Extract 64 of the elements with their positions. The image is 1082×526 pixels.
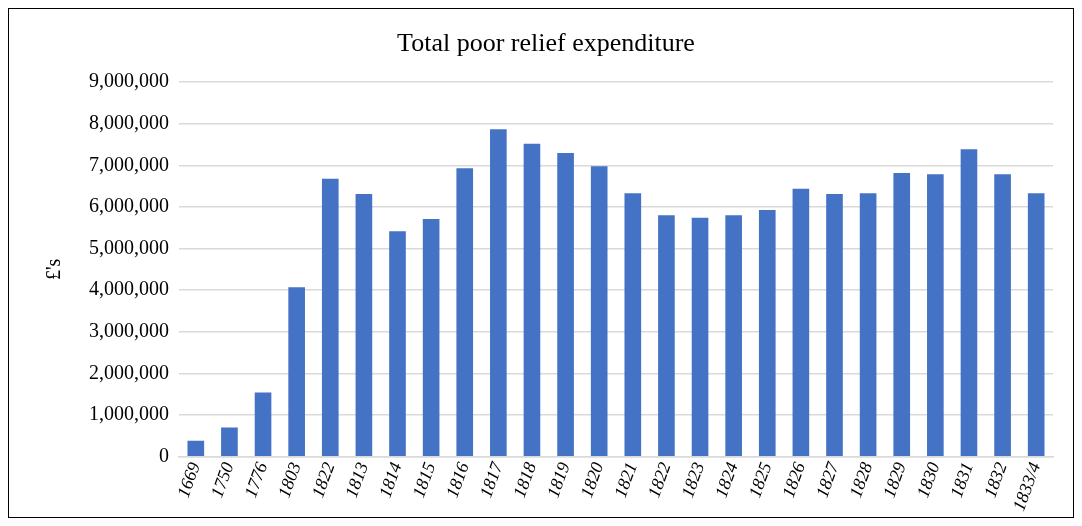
- bar: [859, 193, 877, 456]
- y-axis-title: £'s: [42, 258, 65, 281]
- bar: [792, 188, 810, 456]
- x-tick-label: 1828: [845, 459, 877, 501]
- y-tick-label: 7,000,000: [89, 152, 169, 175]
- bar: [523, 143, 541, 456]
- bar: [389, 231, 406, 456]
- bar: [658, 215, 675, 456]
- x-tick-label: 1827: [811, 458, 844, 501]
- x-tick-label: 1816: [441, 459, 473, 501]
- x-tick-label: 1829: [878, 459, 910, 501]
- bar: [1027, 193, 1045, 456]
- y-tick-label: 4,000,000: [89, 277, 169, 300]
- x-tick-label: 1821: [609, 459, 642, 501]
- y-tick-label: 9,000,000: [89, 69, 169, 92]
- x-tick-label: 1803: [273, 459, 305, 501]
- y-tick-label: 2,000,000: [89, 360, 169, 383]
- bar: [826, 194, 843, 456]
- x-tick-label: 1815: [408, 459, 440, 501]
- bar: [187, 440, 205, 456]
- x-tick-label: 1750: [206, 459, 238, 501]
- bar: [691, 217, 709, 456]
- x-tick-label: 1669: [172, 459, 205, 501]
- bar: [960, 149, 978, 456]
- x-tick-label: 1823: [677, 459, 709, 501]
- y-tick-label: 8,000,000: [89, 111, 169, 134]
- bar: [321, 178, 339, 456]
- y-tick-label: 3,000,000: [89, 319, 169, 342]
- x-tick-label: 1819: [542, 459, 574, 501]
- bar: [590, 166, 608, 456]
- y-tick-label: 5,000,000: [89, 235, 169, 258]
- bar: [456, 168, 474, 456]
- bar: [725, 215, 742, 456]
- chart-title: Total poor relief expenditure: [397, 28, 695, 58]
- x-tick-label: 1822: [307, 459, 339, 501]
- bar: [994, 174, 1011, 456]
- bar: [288, 287, 305, 456]
- bar: [490, 129, 507, 456]
- bar: [422, 219, 440, 456]
- x-tick-label: 1813: [340, 459, 373, 501]
- bar: [758, 209, 776, 456]
- x-tick-label: 1820: [576, 459, 608, 501]
- x-tick-label: 1826: [777, 459, 810, 501]
- x-tick-label: 1814: [374, 459, 406, 501]
- bar: [557, 152, 574, 456]
- bar: [927, 174, 944, 456]
- x-tick-label: 1832: [979, 459, 1011, 501]
- y-tick-label: 6,000,000: [89, 194, 169, 217]
- bar: [221, 427, 238, 456]
- x-tick-label: 1830: [912, 459, 944, 501]
- x-tick-label: 1831: [946, 459, 978, 501]
- bar: [893, 172, 911, 456]
- x-tick-label: 1825: [744, 459, 776, 501]
- x-tick-label: 1818: [509, 459, 541, 501]
- x-tick-label: 1824: [710, 459, 742, 501]
- x-tick-label: 1833/4: [1008, 459, 1045, 514]
- x-tick-label: 1822: [643, 459, 675, 501]
- y-tick-label: 0: [159, 443, 169, 466]
- y-tick-label: 1,000,000: [89, 402, 169, 425]
- x-tick-label: 1776: [240, 459, 272, 501]
- bar: [624, 193, 642, 456]
- x-tick-label: 1817: [475, 458, 507, 501]
- bar: [254, 392, 272, 456]
- bar: [355, 194, 373, 456]
